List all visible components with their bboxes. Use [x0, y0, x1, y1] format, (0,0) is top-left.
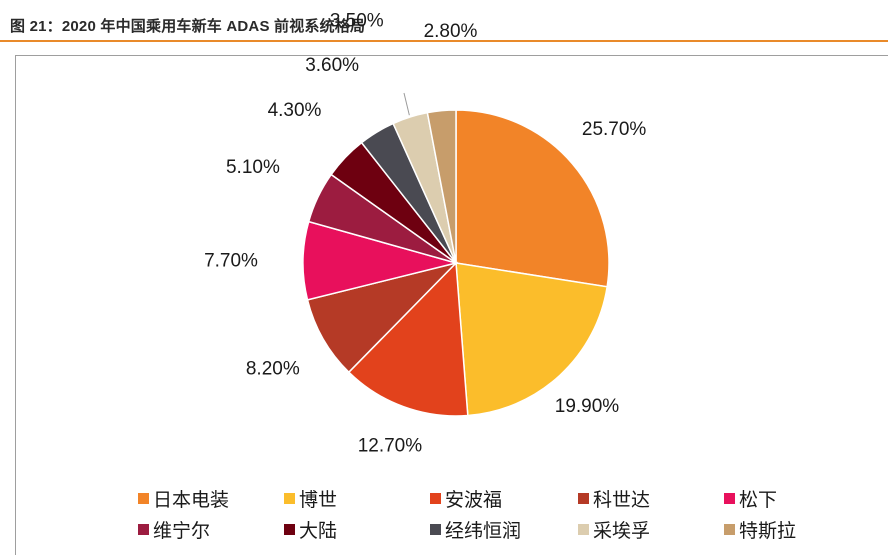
legend-label-1: 日本电装 [153, 489, 229, 511]
figure-title: 图 21：2020 年中国乘用车新车 ADAS 前视系统格局 [10, 18, 366, 35]
data-label-4: 8.20% [246, 359, 300, 380]
data-label-8: 3.60% [305, 55, 359, 76]
data-label-10: 2.80% [424, 21, 478, 42]
data-labels: 25.70% 19.90% 12.70% 8.20% 7.70% 5.10% 4.30% 3.… [204, 11, 646, 457]
data-label-2: 19.90% [555, 396, 620, 417]
data-label-1: 25.70% [582, 119, 647, 140]
legend-label-7: 大陆 [299, 520, 337, 542]
pie-slice-3 [347, 261, 469, 417]
data-label-6: 5.10% [226, 157, 280, 178]
legend-swatch-6 [138, 524, 149, 535]
data-label-3: 12.70% [358, 435, 423, 456]
figure-header: 图 21：2020 年中国乘用车新车 ADAS 前视系统格局 [0, 0, 888, 42]
legend-swatch-8 [430, 524, 441, 535]
legend-label-6: 维宁尔 [153, 520, 210, 542]
legend-label-5: 松下 [739, 489, 777, 511]
pie-slice-1 [455, 109, 610, 288]
legend-label-9: 采埃孚 [593, 520, 650, 542]
pie-slice-10 [426, 109, 457, 264]
legend-swatch-10 [724, 524, 735, 535]
pie-slice-2 [455, 262, 608, 417]
leader-lines [403, 92, 410, 116]
data-label-7: 4.30% [268, 100, 322, 121]
legend-swatch-7 [284, 524, 295, 535]
pie-slice-4 [306, 261, 459, 374]
data-label-5: 7.70% [204, 251, 258, 272]
legend-swatch-5 [724, 493, 735, 504]
legend-label-2: 博世 [299, 489, 337, 511]
chart-frame [15, 55, 888, 555]
leader-line [403, 92, 410, 116]
data-label-9: 3.50% [330, 11, 384, 32]
legend-label-10: 特斯拉 [739, 520, 796, 542]
legend-label-8: 经纬恒润 [445, 520, 521, 542]
pie-slices [302, 109, 610, 417]
legend-swatch-2 [284, 493, 295, 504]
legend-swatch-4 [578, 493, 589, 504]
legend-swatch-1 [138, 493, 149, 504]
legend-swatch-9 [578, 524, 589, 535]
legend-swatch-3 [430, 493, 441, 504]
legend-label-3: 安波福 [445, 489, 502, 511]
legend-label-4: 科世达 [593, 489, 650, 511]
